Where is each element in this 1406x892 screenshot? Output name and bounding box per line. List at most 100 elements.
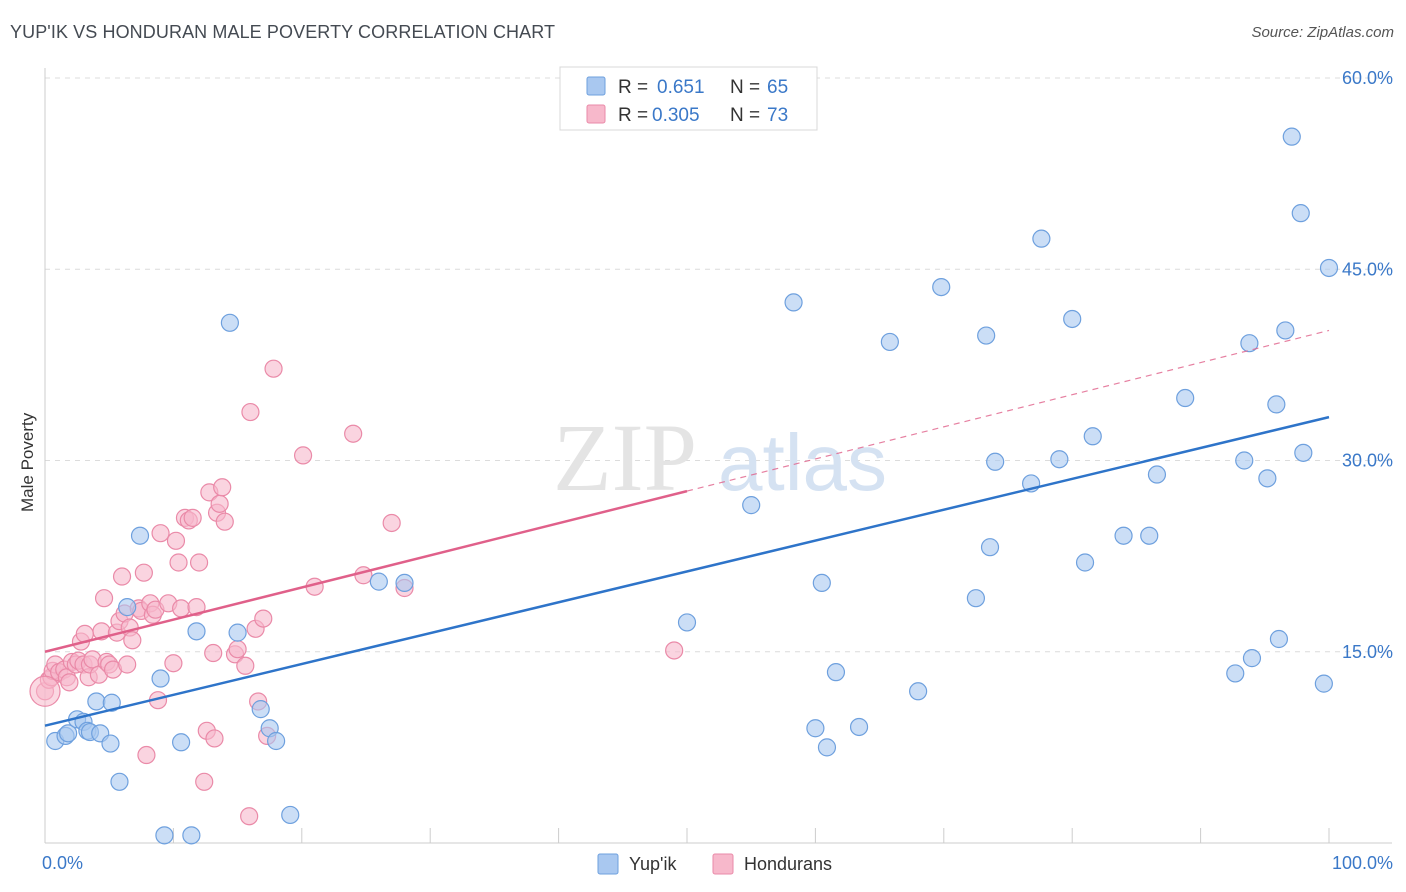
honduran-point (123, 631, 142, 650)
legend-r-label-1: R = (618, 77, 648, 98)
yupik-point (1226, 664, 1245, 683)
honduran-point (166, 531, 186, 550)
yupik-point (784, 293, 803, 312)
yupik-point (1319, 258, 1339, 278)
yupik-point (677, 613, 697, 632)
honduran-point (213, 478, 232, 497)
honduran-point (240, 807, 259, 826)
yupik-point (880, 332, 899, 352)
yupik-point (228, 623, 247, 642)
chart-title: YUP'IK VS HONDURAN MALE POVERTY CORRELAT… (10, 22, 556, 42)
yupik-point (155, 826, 174, 845)
yupik-point (102, 693, 121, 712)
yupik-point (1291, 204, 1310, 223)
legend-n-value-2: 73 (767, 105, 788, 126)
yupik-point (187, 622, 206, 641)
bottom-legend-swatch-yupik (597, 853, 619, 875)
y-tick-label: 45.0% (1342, 259, 1393, 279)
yupik-trend-line (44, 415, 1330, 727)
yupik-point (118, 598, 137, 617)
honduran-point (172, 599, 191, 618)
honduran-point (195, 772, 214, 791)
honduran-point (236, 656, 255, 675)
yupik-point (1282, 127, 1301, 146)
yupik-point (281, 805, 300, 825)
yupik-point (812, 573, 831, 593)
yupik-point (826, 663, 846, 682)
yupik-point (395, 573, 414, 593)
honduran-point (241, 402, 260, 422)
honduran-point (118, 655, 137, 674)
yupik-point (369, 572, 388, 591)
yupik-point (977, 326, 996, 345)
yupik-point (1083, 427, 1102, 446)
yupik-point (1294, 443, 1313, 462)
yupik-point (932, 278, 951, 297)
legend-n-label-2: N = (730, 105, 760, 126)
honduran-point (205, 729, 224, 748)
bottom-legend-label-yupik: Yup'ik (629, 854, 677, 874)
y-tick-label: 60.0% (1342, 68, 1393, 88)
legend-swatch-hondurans (586, 104, 606, 124)
yupik-point (59, 724, 78, 743)
honduran-point (210, 494, 229, 513)
yupik-point (909, 682, 928, 701)
yupik-point (1050, 450, 1069, 469)
axes: 15.0% 30.0% 45.0% 60.0% (44, 68, 1393, 844)
honduran-point (293, 446, 313, 465)
honduran-point (344, 424, 363, 443)
honduran-point (164, 654, 183, 673)
yupik-point (172, 733, 191, 752)
watermark: ZIP atlas (553, 404, 887, 511)
yupik-point (806, 719, 825, 738)
honduran-point (204, 643, 223, 663)
legend-r-label-2: R = (618, 105, 648, 126)
yupik-point (87, 692, 106, 711)
yupik-point (1032, 229, 1051, 248)
honduran-point (137, 745, 156, 765)
yupik-point (1267, 395, 1286, 414)
honduran-point (94, 589, 114, 608)
yupik-point (742, 496, 761, 515)
honduran-point-cluster (29, 675, 61, 707)
bottom-legend-swatch-hondurans (712, 853, 734, 875)
honduran-point (215, 512, 234, 531)
honduran-point (183, 508, 202, 527)
honduran-point (169, 553, 188, 572)
x-tick-label-max: 100.0% (1332, 853, 1393, 873)
honduran-point (189, 553, 209, 572)
yupik-point (1276, 321, 1295, 340)
trend-lines (44, 329, 1330, 727)
yupik-point (1147, 465, 1167, 484)
yupik-point (966, 589, 986, 608)
honduran-point (382, 513, 401, 533)
legend-box: R = 0.651 N = 65 R = 0.305 N = 73 (559, 66, 818, 131)
yupik-point (110, 772, 129, 791)
yupik-point (1235, 451, 1254, 470)
yupik-point (1314, 674, 1333, 693)
honduran-trend-extension (686, 329, 1330, 492)
x-tick-label-min: 0.0% (42, 853, 83, 873)
yupik-point (1140, 526, 1159, 545)
honduran-point (112, 567, 132, 586)
yupik-point (980, 538, 1000, 557)
honduran-point (60, 673, 79, 692)
honduran-point (134, 563, 153, 582)
legend-n-label-1: N = (730, 77, 760, 98)
legend-r-value-1: 0.651 (657, 77, 705, 98)
honduran-point (264, 359, 283, 378)
y-tick-label: 30.0% (1342, 451, 1393, 471)
yupik-point (1176, 388, 1195, 408)
honduran-point (254, 609, 273, 628)
yupik-point (1242, 649, 1262, 668)
honduran-point (228, 640, 247, 659)
yupik-point (130, 526, 150, 545)
yupik-point (182, 826, 201, 845)
yupik-point (267, 731, 286, 751)
chart-source: Source: ZipAtlas.com (1251, 24, 1394, 41)
yupik-point (1075, 553, 1095, 572)
y-axis-label: Male Poverty (18, 412, 37, 512)
honduran-point (187, 598, 206, 617)
honduran-point (665, 641, 684, 660)
